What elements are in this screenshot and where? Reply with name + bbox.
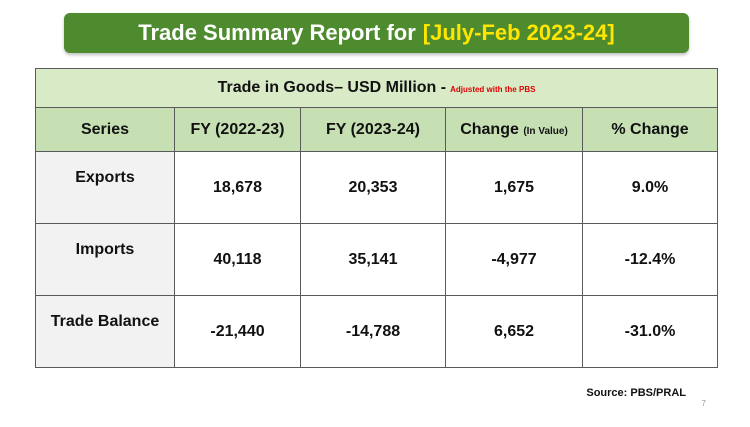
row-fy2-cell: 35,141 [300, 223, 446, 296]
row-change-cell: -4,977 [445, 223, 583, 296]
row-fy2-cell: -14,788 [300, 295, 446, 368]
header-change-label: Change [460, 120, 519, 138]
row-fy1-cell: 40,118 [174, 223, 301, 296]
table-row: Imports 40,118 35,141 -4,977 -12.4% [35, 223, 719, 296]
table-row: Trade Balance -21,440 -14,788 6,652 -31.… [35, 295, 719, 368]
row-fy2-cell: 20,353 [300, 151, 446, 224]
header-change-sub: (In Value) [523, 125, 568, 137]
row-fy1-cell: 18,678 [174, 151, 301, 224]
trade-summary-table: Trade in Goods– USD Million - Adjusted wi… [34, 68, 719, 368]
header-pct-change: % Change [581, 107, 719, 152]
row-fy1-cell: -21,440 [174, 295, 301, 368]
page-number: 7 [701, 399, 706, 408]
row-series-label: Exports [75, 168, 135, 186]
header-fy-2022-23: FY (2022-23) [174, 107, 301, 152]
table-caption-text: Trade in Goods– USD Million - [217, 79, 447, 96]
table-caption-note: Adjusted with the PBS [450, 85, 536, 94]
row-change-cell: 1,675 [445, 151, 583, 224]
header-fy-2023-24: FY (2023-24) [300, 107, 446, 152]
table-caption-row: Trade in Goods– USD Million - Adjusted wi… [34, 68, 719, 108]
row-series-cell: Trade Balance [35, 295, 175, 368]
source-note: Source: PBS/PRAL [586, 387, 686, 399]
report-period: [July-Feb 2023-24] [422, 20, 615, 45]
row-series-label: Trade Balance [50, 312, 160, 330]
table-caption: Trade in Goods– USD Million - Adjusted wi… [34, 68, 719, 108]
row-pct-change-cell: 9.0% [581, 151, 719, 224]
report-title-banner: Trade Summary Report for [July-Feb 2023-… [64, 13, 689, 53]
header-series: Series [35, 107, 175, 152]
report-title: Trade Summary Report for [138, 20, 416, 45]
row-series-label: Imports [75, 240, 135, 258]
table-header-row: Series FY (2022-23) FY (2023-24) Change … [35, 107, 719, 152]
header-change: Change (In Value) [445, 107, 583, 152]
row-change-cell: 6,652 [445, 295, 583, 368]
row-series-cell: Imports [35, 223, 175, 296]
row-pct-change-cell: -12.4% [581, 223, 719, 296]
table-row: Exports 18,678 20,353 1,675 9.0% [35, 151, 719, 224]
row-series-cell: Exports [35, 151, 175, 224]
row-pct-change-cell: -31.0% [581, 295, 719, 368]
